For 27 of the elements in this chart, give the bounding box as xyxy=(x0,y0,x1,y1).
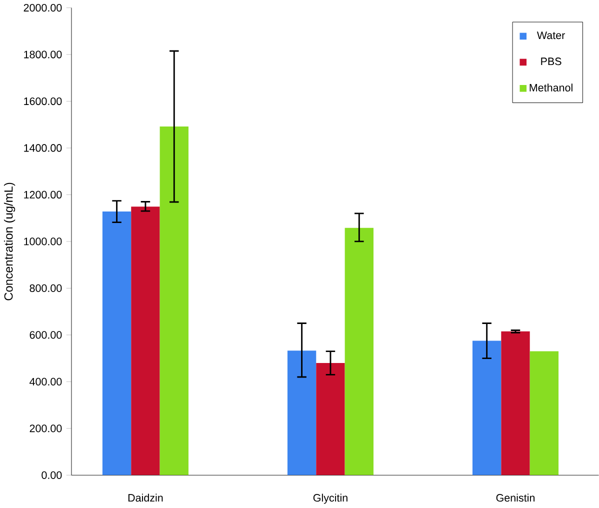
y-tick-label: 800.00 xyxy=(30,284,62,292)
y-tick-label: 1800.00 xyxy=(24,50,62,58)
legend-label: Methanol xyxy=(530,84,572,92)
bar xyxy=(344,228,374,476)
legend-label: PBS xyxy=(541,58,562,66)
y-tick-label: 1400.00 xyxy=(24,144,62,152)
y-tick-label: 2000.00 xyxy=(24,4,62,12)
bar xyxy=(287,350,316,476)
y-tick-label: 600.00 xyxy=(30,331,62,339)
bar xyxy=(501,332,530,476)
y-tick-label: 400.00 xyxy=(30,378,62,386)
x-tick-label: Glycitin xyxy=(313,494,348,504)
x-tick-label: Genistin xyxy=(496,494,535,502)
bar xyxy=(131,206,160,476)
y-tick-label: 1600.00 xyxy=(24,98,62,106)
y-axis-title: Concentration (ug/mL) xyxy=(4,182,16,300)
y-tick-label: 200.00 xyxy=(30,424,62,432)
y-tick-label: 1200.00 xyxy=(24,191,62,199)
bar xyxy=(472,340,502,476)
y-tick-label: 1000.00 xyxy=(24,238,62,246)
bar xyxy=(530,351,559,476)
legend-label: Water xyxy=(536,32,565,40)
bar xyxy=(102,212,132,476)
y-tick-label: 0.00 xyxy=(42,471,62,480)
x-tick-label: Daidzin xyxy=(128,494,163,502)
bar xyxy=(316,363,345,476)
bar xyxy=(160,126,188,476)
